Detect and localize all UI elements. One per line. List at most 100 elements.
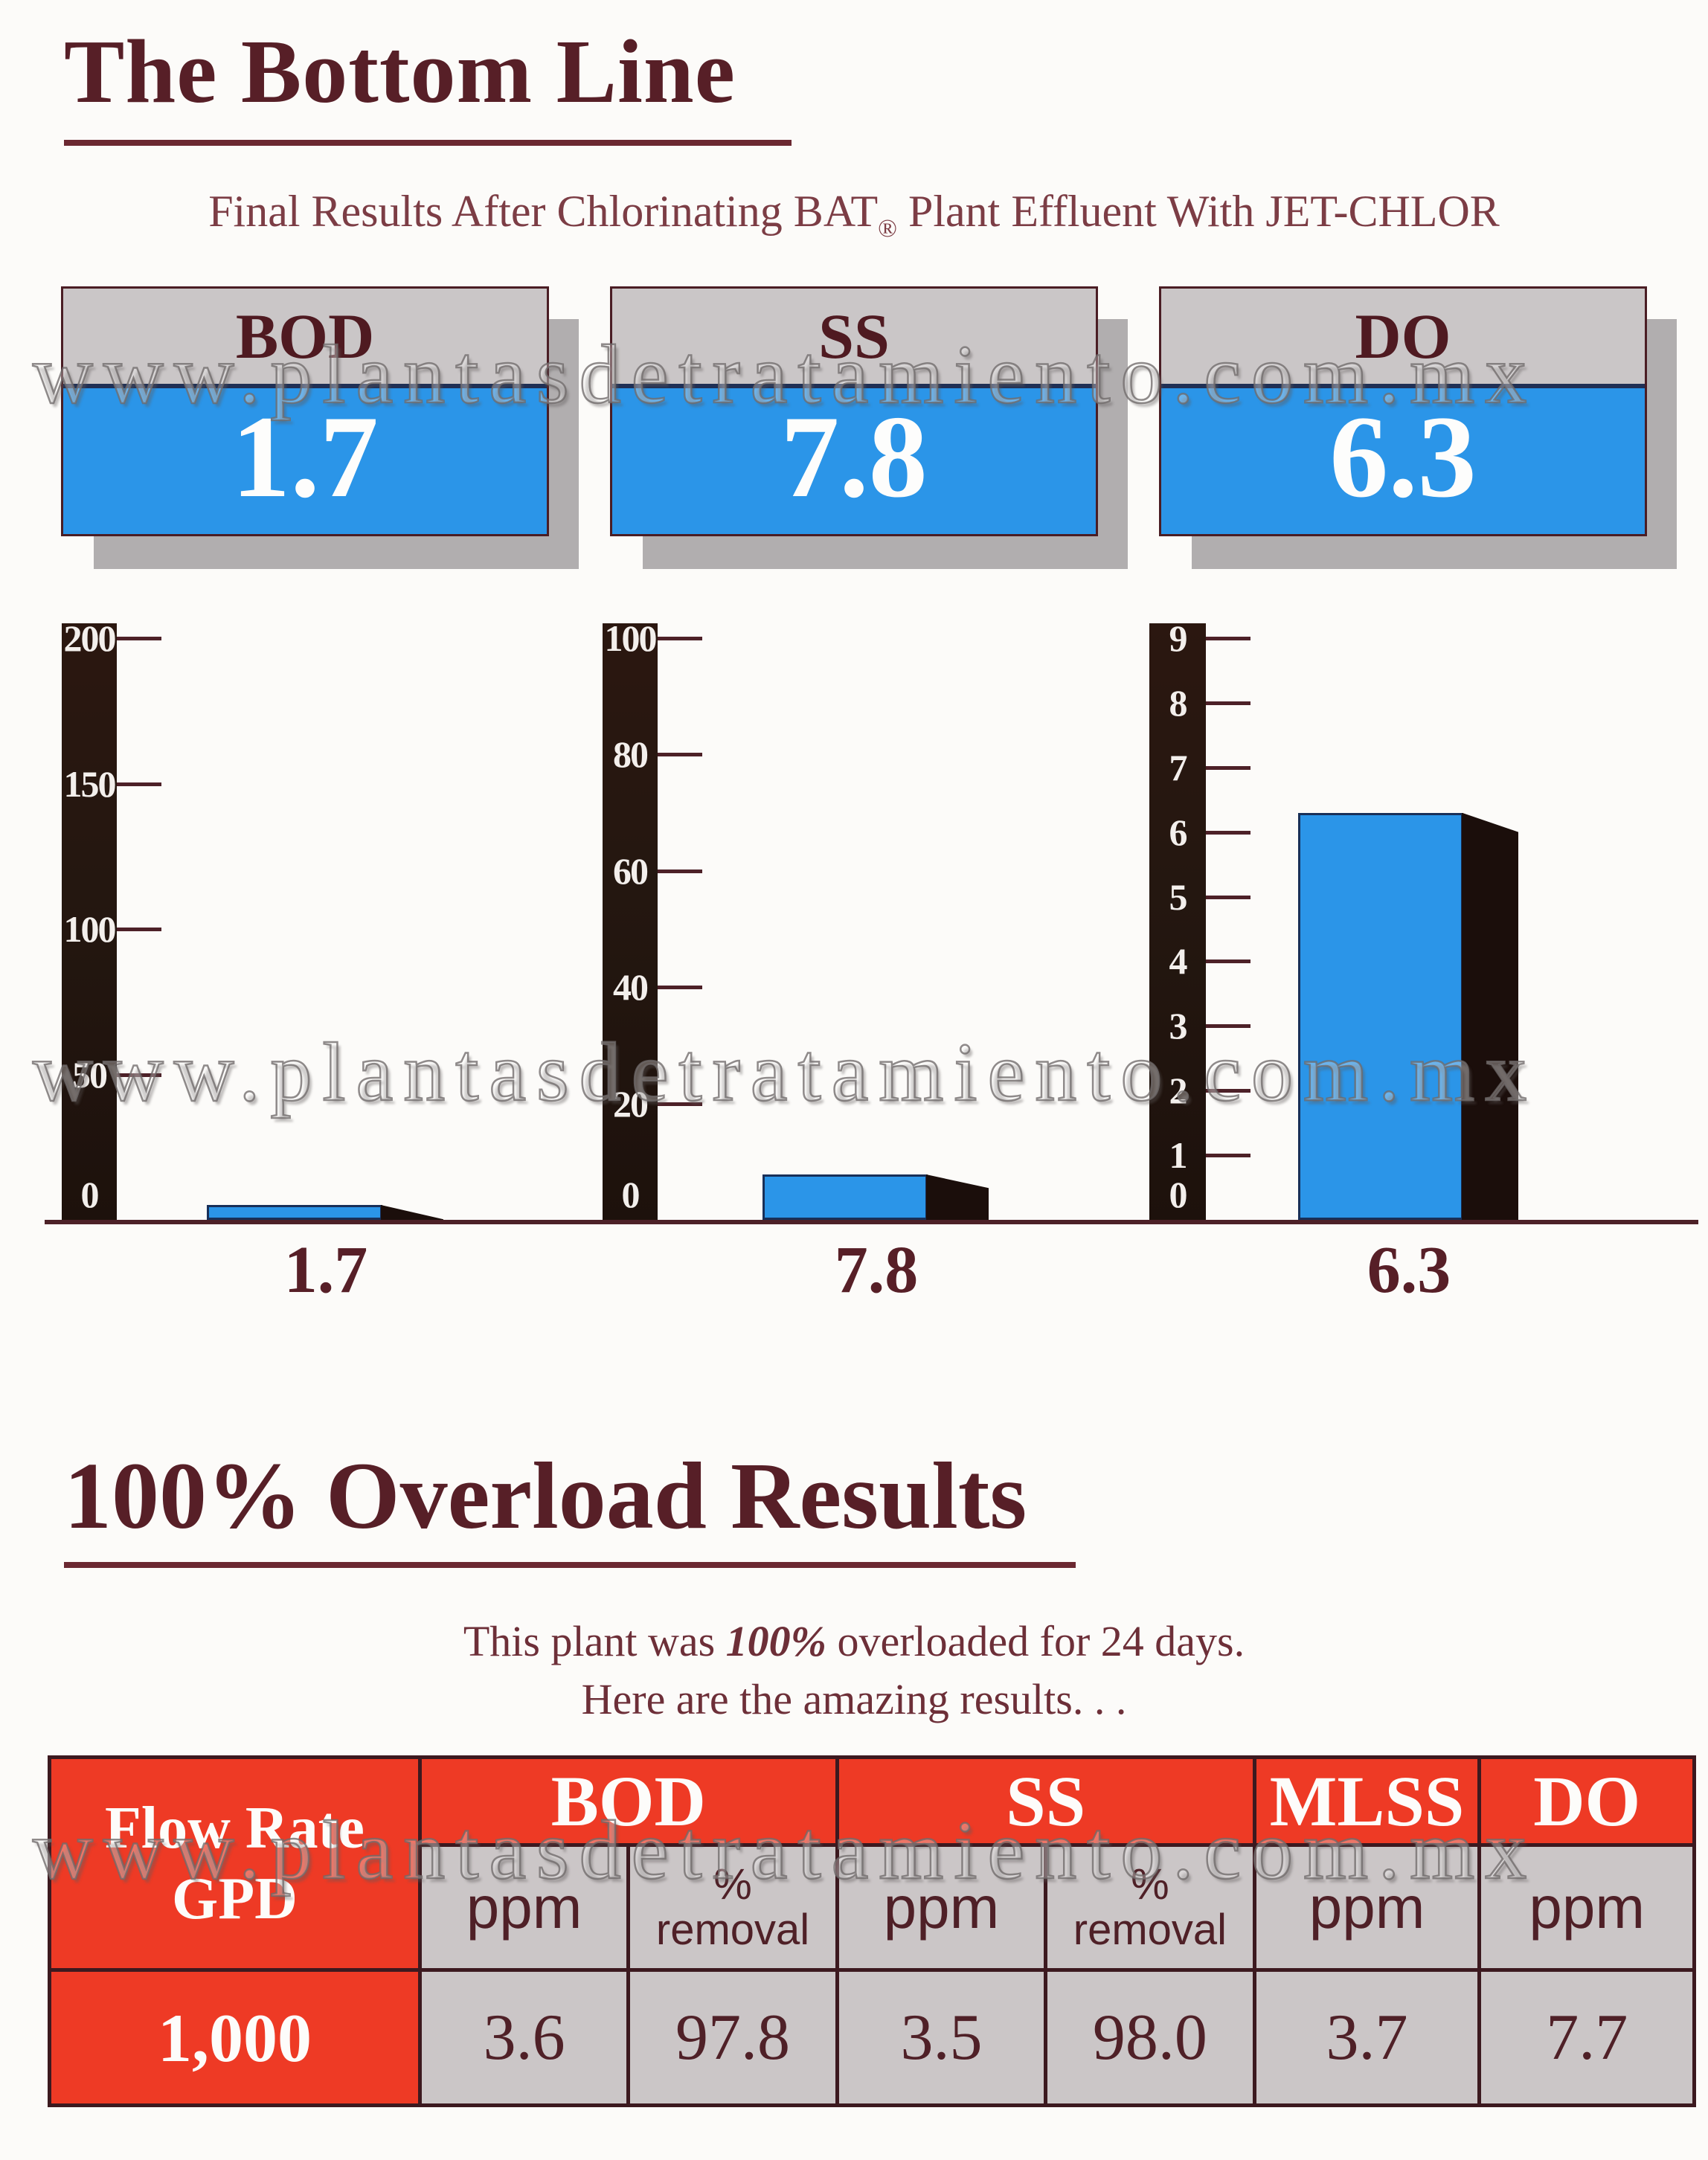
stat-card-value: 1.7 [63, 388, 547, 534]
stat-card-label: DO [1161, 289, 1645, 388]
stat-card-label: SS [612, 289, 1096, 388]
y-tick-label: 50 [72, 1053, 108, 1096]
y-axis-bar [1149, 623, 1206, 1223]
tick-mark [117, 928, 161, 931]
bar-3d-shadow [926, 1174, 989, 1220]
subtitle-text: Final Results After Chlorinating BAT [208, 187, 879, 236]
tick-mark [1206, 830, 1250, 835]
y-tick-label: 150 [63, 762, 117, 805]
flow-rate-line2: GPD [172, 1865, 298, 1932]
y-tick-label: 5 [1169, 875, 1188, 918]
y-tick-label: 0 [1169, 1174, 1188, 1215]
y-tick-label: 8 [1169, 681, 1188, 724]
cell-do-ppm: 7.7 [1477, 1968, 1696, 2107]
y-tick-label: 0 [80, 1174, 100, 1215]
bar-3d-shadow [1462, 812, 1518, 1220]
tick-mark [658, 986, 702, 990]
subheader-bod-ppm: ppm [417, 1843, 631, 1972]
tick-mark [1206, 1154, 1250, 1158]
results-table: Flow Rate GPD BOD SS MLSS DO ppm % remov… [48, 1755, 1696, 2107]
stat-card-value: 6.3 [1161, 388, 1645, 534]
page-title: The Bottom Line [64, 22, 736, 122]
y-tick-label: 9 [1169, 617, 1188, 659]
stat-card-value: 7.8 [612, 388, 1096, 534]
header-mlss: MLSS [1252, 1755, 1482, 1847]
y-axis-bar [603, 623, 658, 1223]
stat-card-do: DO 6.3 [1159, 286, 1647, 536]
cell-flow-rate: 1,000 [48, 1968, 422, 2107]
registered-trademark-icon: ® [878, 215, 898, 242]
tick-mark [1206, 701, 1250, 705]
tick-mark [1206, 1089, 1250, 1093]
cell-ss-ppm: 3.5 [835, 1968, 1048, 2107]
tick-mark [117, 782, 161, 786]
title-underline [64, 140, 792, 146]
header-ss: SS [835, 1755, 1256, 1847]
tick-mark [117, 637, 161, 640]
bar [1298, 812, 1463, 1220]
bar-value-label: 6.3 [1367, 1233, 1451, 1307]
watermark: www.plantasdetratamiento.com.mx [32, 1026, 1538, 1120]
bar-3d-shadow [381, 1205, 443, 1220]
subtitle-text: Plant Effluent With JET-CHLOR [897, 187, 1500, 236]
y-tick-label: 80 [613, 733, 649, 776]
x-axis-line [1133, 1220, 1698, 1224]
y-tick-label: 60 [613, 849, 649, 892]
y-tick-label: 4 [1169, 940, 1188, 983]
tick-mark [1206, 895, 1250, 899]
header-bod: BOD [417, 1755, 839, 1847]
stat-card-label: BOD [63, 289, 547, 388]
y-tick-label: 6 [1169, 811, 1188, 853]
overload-text: This plant was 100% overloaded for 24 da… [0, 1613, 1708, 1729]
tick-mark [658, 637, 702, 640]
tick-mark [658, 869, 702, 873]
bar-chart-bod: 200 150 100 50 0 1.7 [45, 617, 588, 1337]
header-flow-rate: Flow Rate GPD [48, 1755, 422, 1972]
stat-card-ss: SS 7.8 [610, 286, 1098, 536]
subheader-do-ppm: ppm [1477, 1843, 1696, 1972]
subheader-ss-ppm: ppm [835, 1843, 1048, 1972]
flow-rate-line1: Flow Rate [105, 1796, 365, 1862]
cell-ss-removal: 98.0 [1044, 1968, 1256, 2107]
x-axis-line [588, 1220, 1133, 1224]
y-tick-label: 200 [63, 617, 117, 659]
subheader-mlss-ppm: ppm [1252, 1843, 1482, 1972]
tick-mark [658, 753, 702, 757]
subheader-ss-removal: % removal [1044, 1843, 1256, 1972]
stat-card-bod: BOD 1.7 [61, 286, 549, 536]
page-subtitle: Final Results After Chlorinating BAT® Pl… [0, 186, 1708, 243]
y-tick-label: 2 [1169, 1070, 1188, 1112]
overload-100pct: 100% [725, 1617, 826, 1665]
bar [762, 1174, 928, 1220]
subheader-bod-removal: % removal [626, 1843, 839, 1972]
y-tick-label: 40 [613, 966, 649, 1009]
bar-chart-ss: 100 80 60 40 20 0 7.8 [588, 617, 1133, 1337]
bar [207, 1205, 382, 1220]
tick-mark [1206, 637, 1250, 640]
y-tick-label: 3 [1169, 1005, 1188, 1047]
cell-bod-removal: 97.8 [626, 1968, 839, 2107]
y-tick-label: 100 [604, 617, 658, 659]
y-axis-bar [62, 623, 117, 1223]
y-tick-label: 20 [613, 1082, 649, 1125]
tick-mark [658, 1102, 702, 1106]
bar-value-label: 7.8 [834, 1233, 919, 1307]
x-axis-line [45, 1220, 588, 1224]
bar-chart-do: 9 8 7 6 5 4 3 2 1 0 6.3 [1133, 617, 1698, 1337]
y-tick-label: 100 [63, 908, 117, 950]
overload-line1: This plant was 100% overloaded for 24 da… [463, 1617, 1245, 1665]
y-tick-label: 7 [1169, 746, 1188, 788]
header-do: DO [1477, 1755, 1696, 1847]
tick-mark [1206, 960, 1250, 964]
overload-heading-underline [64, 1562, 1076, 1568]
cell-bod-ppm: 3.6 [417, 1968, 631, 2107]
y-tick-label: 1 [1169, 1134, 1188, 1177]
y-tick-label: 0 [621, 1174, 640, 1215]
tick-mark [1206, 1024, 1250, 1029]
overload-heading: 100% Overload Results [64, 1443, 1027, 1549]
bar-value-label: 1.7 [283, 1233, 368, 1307]
watermark: www.plantasdetratamiento.com.mx [32, 1804, 1538, 1898]
tick-mark [1206, 765, 1250, 770]
watermark: www.plantasdetratamiento.com.mx [32, 328, 1538, 422]
